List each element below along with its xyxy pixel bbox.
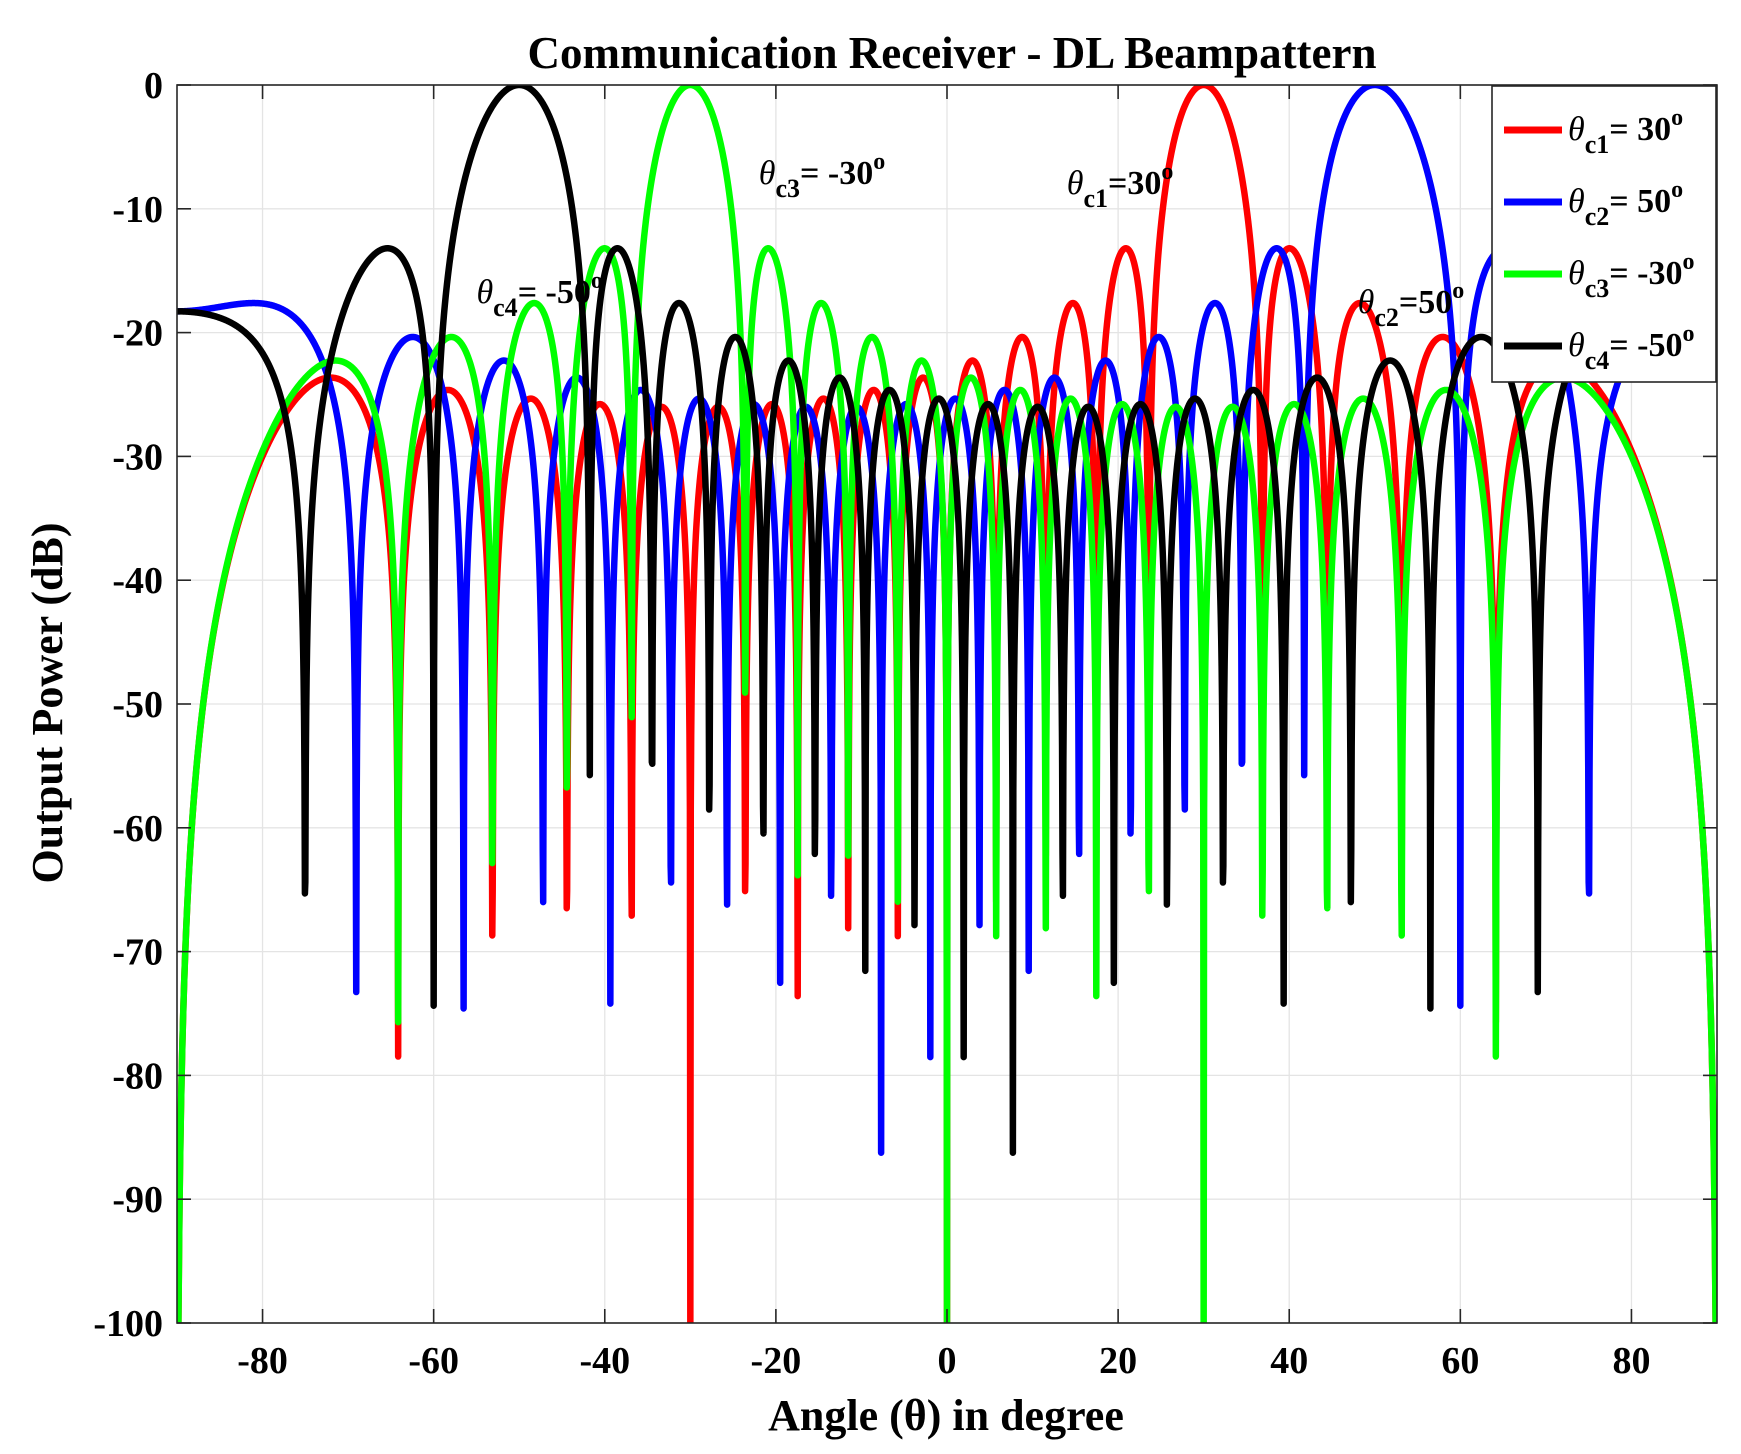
- x-axis-ticks: -80 -60 -40 -20 0 20 40 60 80: [237, 85, 1650, 1382]
- legend-superscript: o: [1682, 249, 1694, 275]
- legend-subscript: c4: [1585, 346, 1610, 375]
- legend-theta: θ: [1568, 255, 1585, 292]
- annotation-subscript: c4: [493, 293, 518, 322]
- peak-annotation: θc1=30o: [1067, 159, 1174, 213]
- y-tick-label: -40: [112, 560, 163, 602]
- y-tick-label: -80: [112, 1055, 163, 1097]
- annotation-theta: θ: [1358, 284, 1375, 321]
- legend-superscript: o: [1682, 321, 1694, 347]
- legend-label: θc1= 30o: [1568, 105, 1683, 159]
- annotation-superscript: o: [1161, 159, 1173, 185]
- series-line-4: [177, 85, 1717, 1156]
- legend-theta: θ: [1568, 111, 1585, 148]
- x-tick-label: 80: [1612, 1340, 1650, 1382]
- x-tick-label: -20: [751, 1340, 802, 1382]
- y-tick-label: -50: [112, 684, 163, 726]
- legend-value: = -50: [1609, 327, 1682, 364]
- annotation-theta: θ: [759, 155, 776, 192]
- series-layer: [177, 85, 1717, 1323]
- y-axis-label: Output Power (dB): [23, 523, 72, 884]
- y-tick-label: -10: [112, 189, 163, 231]
- legend-subscript: c3: [1585, 274, 1610, 303]
- legend-subscript: c2: [1585, 202, 1610, 231]
- y-tick-label: -20: [112, 313, 163, 355]
- chart-title: Communication Receiver - DL Beampattern: [527, 28, 1376, 78]
- y-tick-label: -30: [112, 436, 163, 478]
- annotation-value: = -30: [800, 155, 873, 192]
- legend-theta: θ: [1568, 327, 1585, 364]
- annotation-value: = -50: [518, 274, 591, 311]
- x-tick-label: -40: [579, 1340, 630, 1382]
- annotation-superscript: o: [873, 149, 885, 175]
- legend-label: θc4= -50o: [1568, 321, 1694, 375]
- x-tick-label: -60: [408, 1340, 459, 1382]
- x-tick-label: -80: [237, 1340, 288, 1382]
- y-tick-label: 0: [144, 65, 163, 107]
- annotation-subscript: c2: [1374, 303, 1399, 332]
- legend-box: [1491, 85, 1717, 383]
- annotation-theta: θ: [476, 274, 493, 311]
- x-tick-label: 20: [1099, 1340, 1137, 1382]
- peak-annotation: θc4= -50o: [476, 268, 602, 322]
- annotation-subscript: c3: [775, 174, 800, 203]
- x-axis-label: Angle (θ) in degree: [768, 1391, 1124, 1440]
- x-tick-label: 0: [938, 1340, 957, 1382]
- y-tick-label: -100: [93, 1303, 163, 1345]
- annotation-superscript: o: [1452, 278, 1464, 304]
- legend-subscript: c1: [1585, 130, 1610, 159]
- legend-value: = 50: [1609, 183, 1671, 220]
- legend-label: θc2= 50o: [1568, 177, 1683, 231]
- legend-theta: θ: [1568, 183, 1585, 220]
- peak-annotation: θc3= -30o: [759, 149, 885, 203]
- annotation-superscript: o: [591, 268, 603, 294]
- y-axis-ticks: 0 -10 -20 -30 -40 -50 -60 -70 -80 -90 -100: [93, 65, 1717, 1345]
- annotation-value: =50: [1399, 284, 1452, 321]
- legend-superscript: o: [1671, 105, 1683, 131]
- series-line-3: [177, 85, 1717, 1323]
- annotation-subscript: c1: [1083, 184, 1108, 213]
- annotation-value: =30: [1108, 165, 1161, 202]
- legend-value: = -30: [1609, 255, 1682, 292]
- legend-superscript: o: [1671, 177, 1683, 203]
- x-tick-label: 40: [1270, 1340, 1308, 1382]
- y-tick-label: -70: [112, 932, 163, 974]
- y-tick-label: -60: [112, 808, 163, 850]
- peak-annotation: θc2=50o: [1358, 278, 1465, 332]
- annotation-theta: θ: [1067, 165, 1084, 202]
- x-tick-label: 60: [1441, 1340, 1479, 1382]
- y-tick-label: -90: [112, 1179, 163, 1221]
- legend-label: θc3= -30o: [1568, 249, 1694, 303]
- legend-value: = 30: [1609, 111, 1671, 148]
